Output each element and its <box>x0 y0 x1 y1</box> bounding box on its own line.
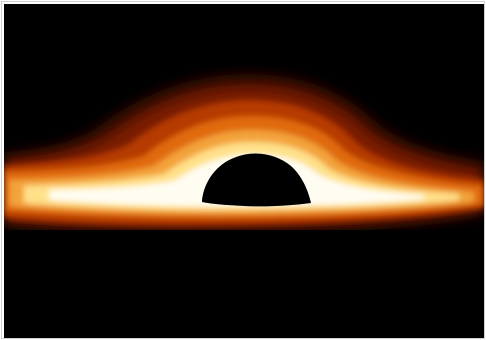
lower-dark-fade <box>4 230 484 338</box>
event-horizon-shadow <box>202 153 311 207</box>
black-hole-illustration <box>4 4 484 338</box>
image-canvas <box>4 4 484 338</box>
